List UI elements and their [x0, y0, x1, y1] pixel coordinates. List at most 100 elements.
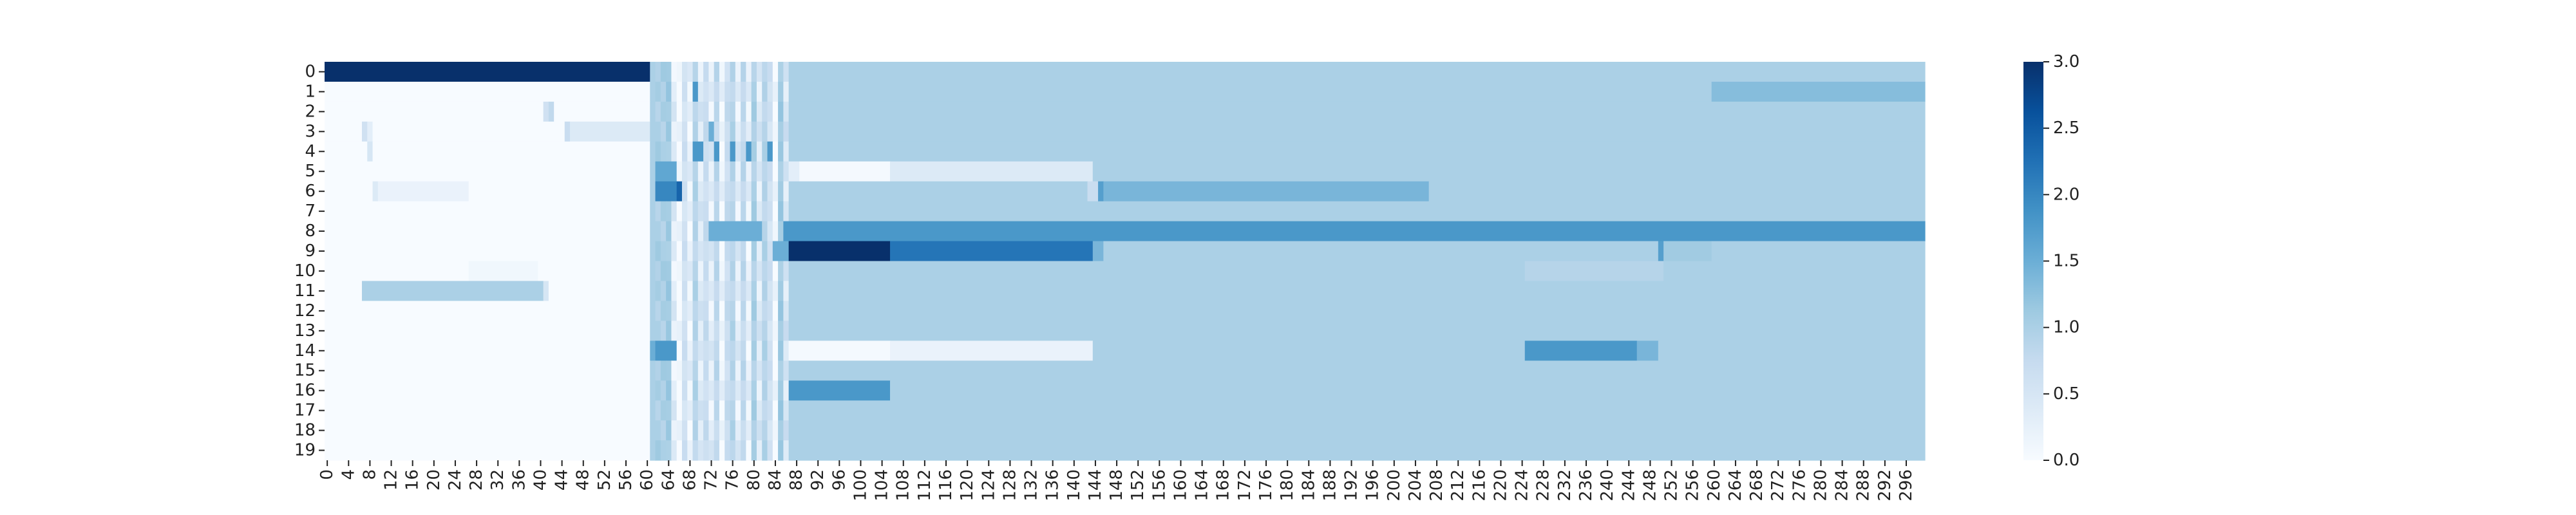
column-label: 196 — [1363, 469, 1383, 501]
heatmap-cell — [703, 321, 709, 341]
colorbar-tick-label: 0.0 — [2053, 451, 2079, 470]
heatmap-cell — [655, 62, 661, 82]
column-label: 12 — [382, 469, 401, 491]
heatmap-cell — [762, 261, 768, 282]
heatmap-cell — [650, 321, 661, 341]
heatmap-cell — [735, 201, 741, 222]
heatmap-cell — [692, 360, 699, 381]
heatmap-cell — [703, 161, 709, 182]
column-label: 284 — [1833, 469, 1852, 501]
heatmap-cell — [788, 62, 1926, 82]
heatmap-cell — [751, 281, 757, 301]
heatmap-cell — [735, 420, 741, 441]
heatmap-cell — [666, 281, 672, 301]
row-label: 12 — [294, 301, 316, 321]
heatmap-cell — [778, 360, 784, 381]
heatmap-cell — [756, 281, 762, 301]
heatmap-cell — [762, 201, 768, 222]
column-label: 112 — [915, 469, 934, 501]
heatmap-cell — [730, 161, 736, 182]
heatmap-cell — [767, 221, 773, 242]
heatmap-cell — [788, 360, 1926, 381]
heatmap-cell — [714, 360, 720, 381]
heatmap-cell — [468, 181, 650, 202]
heatmap-cell — [730, 241, 736, 262]
heatmap-cell — [756, 121, 762, 142]
heatmap-cell — [778, 420, 784, 441]
heatmap-cell — [671, 321, 677, 341]
heatmap-cell — [778, 281, 784, 301]
heatmap-cell — [783, 301, 790, 321]
row-label: 15 — [294, 361, 316, 380]
heatmap-cell — [676, 420, 683, 441]
heatmap-cell — [778, 161, 784, 182]
heatmap-cell — [660, 261, 667, 282]
heatmap-cell — [714, 62, 720, 82]
heatmap-cell — [1103, 241, 1659, 262]
colorbar-tick-label: 3.0 — [2053, 52, 2079, 71]
heatmap-cell — [325, 181, 374, 202]
heatmap-cell — [655, 360, 661, 381]
heatmap-cell — [719, 341, 725, 361]
column-label: 52 — [595, 469, 614, 491]
heatmap-cell — [703, 360, 709, 381]
heatmap-cell — [772, 62, 779, 82]
heatmap-cell — [719, 321, 725, 341]
heatmap-cell — [687, 400, 694, 421]
column-label: 272 — [1768, 469, 1788, 501]
heatmap-cell — [772, 121, 779, 142]
heatmap-cell — [741, 321, 746, 341]
heatmap-cell — [708, 420, 715, 441]
heatmap-cell — [687, 380, 694, 401]
heatmap-cell — [735, 400, 741, 421]
heatmap-cell — [687, 420, 694, 441]
heatmap-cell — [741, 62, 746, 82]
heatmap-cell — [756, 181, 762, 202]
heatmap-cell — [724, 281, 731, 301]
heatmap-cell — [746, 321, 752, 341]
heatmap-cell — [325, 81, 650, 102]
heatmap-cell — [697, 121, 704, 142]
colorbar-tick-label: 1.5 — [2053, 252, 2079, 271]
column-label: 24 — [446, 469, 465, 491]
heatmap-cell — [714, 141, 720, 162]
heatmap-cell — [719, 241, 725, 262]
column-label: 92 — [808, 469, 828, 491]
heatmap-cell — [778, 301, 784, 321]
heatmap-cell — [703, 121, 709, 142]
column-label: 256 — [1683, 469, 1703, 501]
heatmap-cell — [676, 400, 683, 421]
heatmap-cell — [666, 400, 672, 421]
heatmap-cell — [660, 281, 667, 301]
row-label: 2 — [305, 102, 316, 121]
column-label: 0 — [317, 469, 337, 480]
heatmap-cell — [741, 121, 746, 142]
column-label: 124 — [979, 469, 998, 501]
heatmap-cell — [660, 301, 667, 321]
heatmap-cell — [708, 261, 715, 282]
column-label: 76 — [723, 469, 743, 491]
heatmap-cell — [762, 141, 768, 162]
heatmap-cell — [741, 181, 746, 202]
heatmap-cell — [655, 181, 677, 202]
heatmap-cell — [714, 400, 720, 421]
heatmap-cell — [772, 201, 779, 222]
heatmap-cell — [730, 321, 736, 341]
heatmap-cell — [681, 161, 688, 182]
heatmap-cell — [671, 101, 677, 122]
heatmap-cell — [746, 440, 752, 461]
colorbar-ticks: 0.0 0.5 1.0 1.5 2.0 2.5 3.0 — [2043, 52, 2079, 470]
heatmap-cell — [788, 161, 800, 182]
heatmap-cell — [687, 62, 694, 82]
heatmap-cell — [697, 201, 704, 222]
heatmap-cell — [325, 62, 650, 82]
heatmap-cell — [681, 341, 688, 361]
heatmap-cell — [746, 101, 752, 122]
heatmap-cell — [708, 301, 715, 321]
heatmap-cell — [783, 62, 790, 82]
heatmap-cell — [666, 321, 672, 341]
heatmap-cell — [719, 281, 725, 301]
column-label: 16 — [403, 469, 422, 491]
heatmap-cell — [746, 141, 752, 162]
row-label: 14 — [294, 341, 316, 360]
